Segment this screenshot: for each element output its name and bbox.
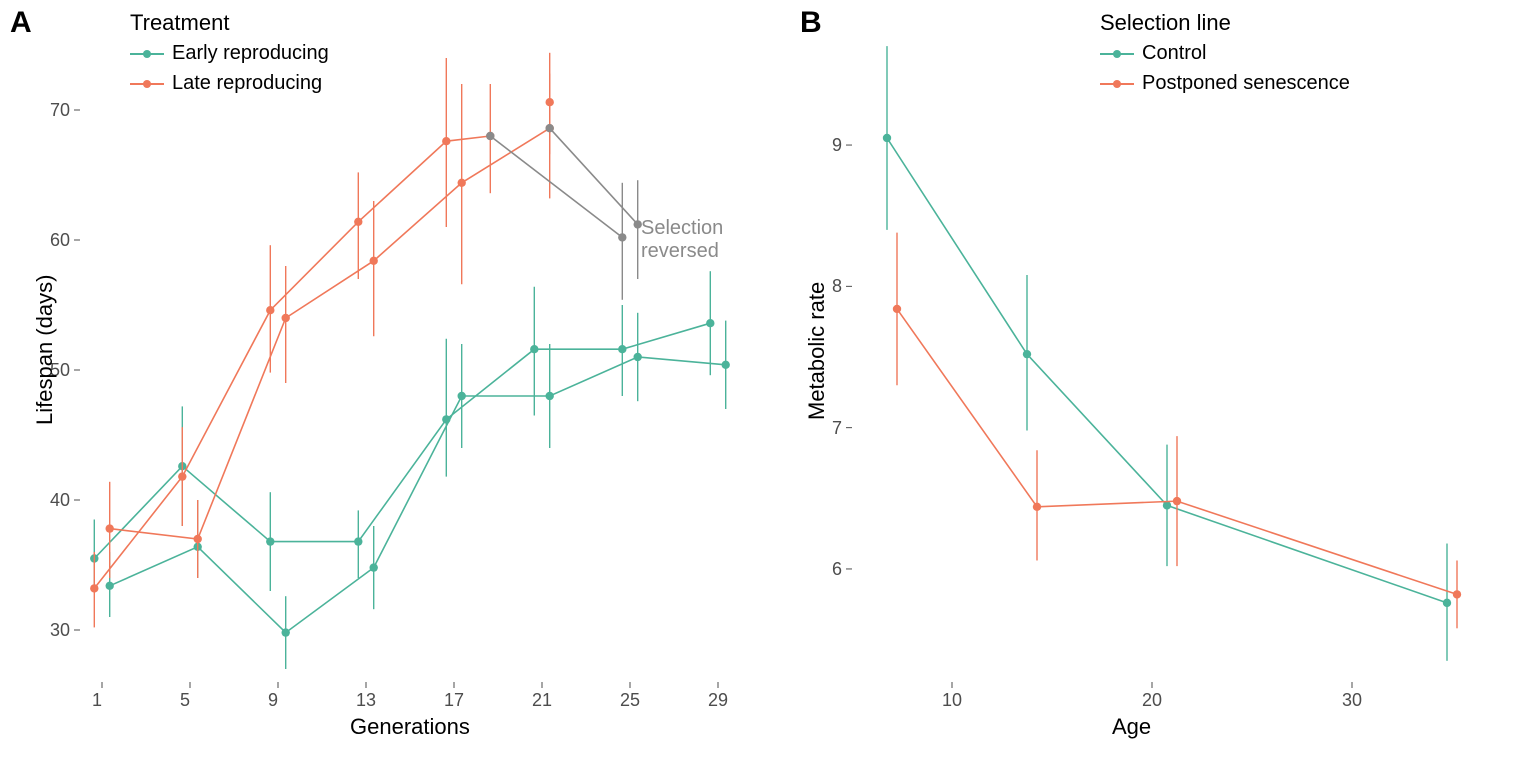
legend-label: Late reproducing	[172, 72, 322, 95]
data-point	[354, 537, 362, 545]
legend-label: Postponed senescence	[1142, 72, 1350, 95]
series-line	[550, 128, 638, 224]
data-point	[370, 563, 378, 571]
data-point	[194, 535, 202, 543]
legend-item: Control	[1100, 42, 1206, 65]
series-line	[94, 323, 710, 558]
data-point	[106, 524, 114, 532]
y-tick-label: 60	[50, 230, 70, 251]
data-point	[618, 233, 626, 241]
legend-item: Postponed senescence	[1100, 72, 1350, 95]
y-tick-label: 40	[50, 490, 70, 511]
legend-swatch	[1100, 83, 1134, 85]
data-point	[266, 537, 274, 545]
x-tick-label: 1	[92, 690, 102, 711]
y-axis-title: Metabolic rate	[804, 282, 830, 420]
x-tick-label: 5	[180, 690, 190, 711]
series-line	[110, 357, 726, 633]
legend-title: Treatment	[130, 10, 229, 36]
y-tick-label: 7	[832, 418, 842, 439]
data-point	[282, 628, 290, 636]
data-point	[546, 98, 554, 106]
annotation: Selectionreversed	[641, 217, 723, 263]
legend-swatch	[130, 83, 164, 85]
data-point	[706, 319, 714, 327]
data-point	[883, 134, 891, 142]
data-point	[722, 361, 730, 369]
data-point	[370, 257, 378, 265]
x-tick-label: 30	[1342, 690, 1362, 711]
legend-swatch	[130, 53, 164, 55]
x-tick-label: 25	[620, 690, 640, 711]
data-point	[486, 132, 494, 140]
panel-a-plot	[80, 32, 740, 682]
data-point	[1443, 599, 1451, 607]
figure: A B	[0, 0, 1536, 768]
legend-title: Selection line	[1100, 10, 1231, 36]
panel-a-label: A	[10, 6, 32, 40]
data-point	[1023, 350, 1031, 358]
x-tick-label: 20	[1142, 690, 1162, 711]
x-tick-label: 17	[444, 690, 464, 711]
data-point	[442, 137, 450, 145]
data-point	[458, 179, 466, 187]
x-tick-label: 10	[942, 690, 962, 711]
panel-b-label: B	[800, 6, 822, 40]
plot-svg	[80, 32, 740, 682]
panel-b-plot	[852, 32, 1492, 682]
data-point	[1173, 497, 1181, 505]
y-tick-label: 70	[50, 100, 70, 121]
x-axis-title: Generations	[350, 714, 470, 740]
data-point	[618, 345, 626, 353]
x-tick-label: 29	[708, 690, 728, 711]
data-point	[546, 392, 554, 400]
series-line	[110, 128, 550, 539]
x-tick-label: 21	[532, 690, 552, 711]
x-tick-label: 13	[356, 690, 376, 711]
legend-label: Control	[1142, 42, 1206, 65]
x-tick-label: 9	[268, 690, 278, 711]
data-point	[178, 472, 186, 480]
x-axis-title: Age	[1112, 714, 1151, 740]
data-point	[546, 124, 554, 132]
plot-svg	[852, 32, 1492, 682]
data-point	[354, 218, 362, 226]
data-point	[530, 345, 538, 353]
legend-label: Early reproducing	[172, 42, 329, 65]
data-point	[893, 305, 901, 313]
data-point	[1453, 590, 1461, 598]
y-tick-label: 9	[832, 135, 842, 156]
series-line	[94, 136, 490, 588]
data-point	[106, 582, 114, 590]
data-point	[458, 392, 466, 400]
data-point	[266, 306, 274, 314]
y-tick-label: 30	[50, 620, 70, 641]
data-point	[282, 314, 290, 322]
legend-item: Late reproducing	[130, 72, 322, 95]
data-point	[90, 584, 98, 592]
y-tick-label: 8	[832, 276, 842, 297]
legend-swatch	[1100, 53, 1134, 55]
legend-item: Early reproducing	[130, 42, 329, 65]
data-point	[1033, 503, 1041, 511]
y-axis-title: Lifespan (days)	[32, 274, 58, 424]
y-tick-label: 6	[832, 559, 842, 580]
data-point	[634, 353, 642, 361]
